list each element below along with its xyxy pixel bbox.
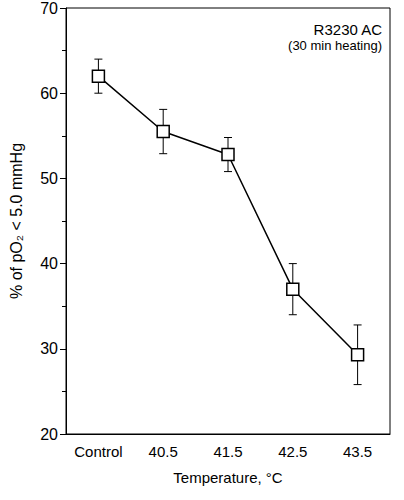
svg-text:41.5: 41.5 (213, 443, 242, 460)
svg-text:50: 50 (40, 170, 58, 187)
svg-text:40.5: 40.5 (149, 443, 178, 460)
svg-text:R3230 AC: R3230 AC (314, 21, 383, 38)
svg-text:43.5: 43.5 (343, 443, 372, 460)
svg-text:(30 min heating): (30 min heating) (288, 38, 382, 53)
svg-text:Control: Control (74, 443, 122, 460)
svg-text:Temperature, °C: Temperature, °C (173, 469, 283, 486)
svg-text:% of pO₂ < 5.0 mmHg: % of pO₂ < 5.0 mmHg (8, 143, 25, 299)
svg-text:40: 40 (40, 255, 58, 272)
svg-text:60: 60 (40, 85, 58, 102)
svg-text:20: 20 (40, 426, 58, 443)
svg-text:70: 70 (40, 0, 58, 17)
svg-text:42.5: 42.5 (278, 443, 307, 460)
svg-text:30: 30 (40, 340, 58, 357)
